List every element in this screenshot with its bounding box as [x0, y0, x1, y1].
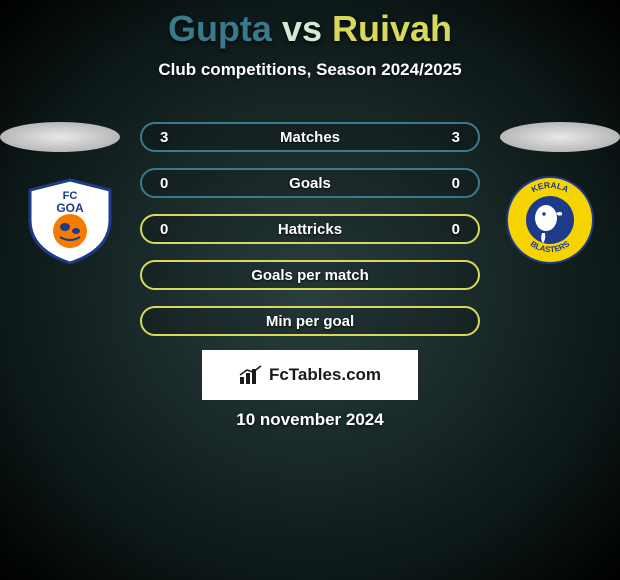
- page-title: Gupta vs Ruivah: [0, 0, 620, 50]
- country-flag-right: [500, 122, 620, 152]
- stat-value-right: 3: [452, 129, 460, 146]
- stat-row: 0 Goals 0: [140, 168, 480, 198]
- vs-text: vs: [282, 8, 322, 49]
- stat-label: Min per goal: [266, 313, 354, 330]
- stat-row: Min per goal: [140, 306, 480, 336]
- brand-text: FcTables.com: [269, 365, 381, 385]
- stat-value-right: 0: [452, 175, 460, 192]
- stat-value-left: 0: [160, 221, 168, 238]
- stat-value-left: 0: [160, 175, 168, 192]
- stats-container: 3 Matches 3 0 Goals 0 0 Hattricks 0 Goals per mat…: [140, 122, 480, 352]
- brand-box[interactable]: FcTables.com: [202, 350, 418, 400]
- stat-row: 0 Hattricks 0: [140, 214, 480, 244]
- stat-row: 3 Matches 3: [140, 122, 480, 152]
- svg-text:GOA: GOA: [56, 201, 84, 215]
- stat-label: Hattricks: [278, 221, 342, 238]
- club-logo-right: KERALA BLASTERS: [500, 175, 600, 265]
- club-logo-left: FC GOA: [20, 175, 120, 265]
- subtitle: Club competitions, Season 2024/2025: [0, 60, 620, 80]
- player2-name: Ruivah: [332, 8, 452, 49]
- stat-label: Matches: [280, 129, 340, 146]
- player1-name: Gupta: [168, 8, 272, 49]
- chart-icon: [239, 365, 263, 385]
- fc-goa-badge-icon: FC GOA: [20, 175, 120, 265]
- date-text: 10 november 2024: [0, 410, 620, 430]
- stat-value-left: 3: [160, 129, 168, 146]
- stat-label: Goals: [289, 175, 331, 192]
- stat-value-right: 0: [452, 221, 460, 238]
- stat-row: Goals per match: [140, 260, 480, 290]
- kerala-blasters-badge-icon: KERALA BLASTERS: [500, 175, 600, 265]
- stat-label: Goals per match: [251, 267, 369, 284]
- country-flag-left: [0, 122, 120, 152]
